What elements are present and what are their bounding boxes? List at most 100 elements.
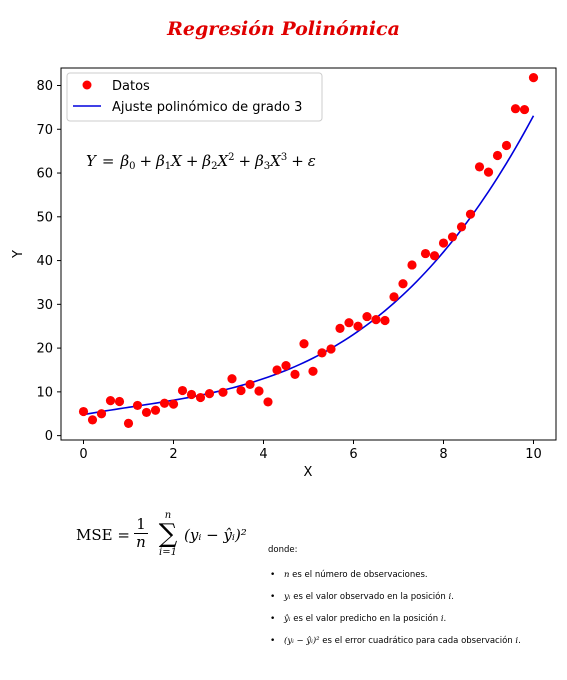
data-point [492, 150, 503, 161]
definitions-list: n es el número de observaciones.yᵢ es el… [270, 568, 521, 656]
y-tick-label: 80 [36, 79, 53, 94]
x-tick-label: 6 [349, 447, 357, 462]
data-point [254, 386, 264, 396]
definition-tail: . [518, 636, 521, 646]
definition-symbol: ŷᵢ [284, 614, 291, 624]
definition-text: es el valor observado en la posición [290, 592, 449, 602]
y-tick-label: 40 [36, 254, 53, 269]
definition-item: n es el número de observaciones. [270, 568, 521, 590]
data-point [195, 392, 206, 403]
data-point [132, 400, 143, 411]
data-point [398, 279, 408, 289]
definition-index-symbol: i [448, 592, 452, 602]
data-point [389, 292, 399, 302]
definition-symbol: yᵢ [284, 592, 291, 602]
data-point [447, 232, 458, 242]
y-tick-label: 70 [36, 123, 53, 138]
data-point [528, 73, 539, 83]
x-tick-label: 8 [439, 447, 447, 462]
legend: Datos Ajuste polinómico de grado 3 [66, 72, 323, 122]
data-point [281, 361, 291, 371]
data-point [290, 369, 300, 379]
legend-label-datos: Datos [112, 79, 150, 94]
data-point [438, 238, 449, 248]
definition-index-symbol: i [440, 614, 444, 624]
y-tick-label: 50 [36, 210, 53, 225]
data-point [326, 344, 336, 354]
page-title: Regresión Polinómica [167, 18, 400, 40]
data-point [227, 374, 237, 384]
data-point [96, 409, 107, 419]
data-point [123, 418, 134, 428]
mse-summation: n ∑ i=1 [156, 510, 180, 558]
data-point [236, 385, 246, 396]
definition-symbol: n [284, 570, 290, 580]
data-point [510, 104, 521, 114]
legend-marker-datos [82, 80, 92, 90]
data-point [371, 315, 381, 325]
data-point [186, 389, 197, 400]
data-point [218, 387, 228, 397]
data-point [474, 162, 485, 172]
data-point [263, 397, 273, 407]
y-tick-label: 60 [36, 167, 53, 182]
data-point [429, 251, 440, 261]
y-tick-label: 0 [45, 429, 53, 444]
legend-label-fit: Ajuste polinómico de grado 3 [112, 100, 302, 115]
x-tick-label: 0 [79, 447, 87, 462]
y-axis-label: Y [11, 250, 26, 259]
mse-fraction: 1 n [134, 516, 148, 551]
y-tick-label: 10 [36, 385, 53, 400]
plot-border [60, 67, 557, 441]
sum-lower-limit: i=1 [159, 547, 177, 558]
data-point [519, 104, 530, 115]
mse-fraction-denominator: n [136, 533, 146, 551]
model-formula: Y = β0 + β1X + β2X2 + β3X3 + ε [86, 152, 316, 172]
definition-symbol: (yᵢ − ŷᵢ)² [284, 636, 320, 646]
data-point [168, 399, 179, 409]
x-tick-label: 2 [169, 447, 177, 462]
mse-lhs: MSE = [76, 526, 130, 544]
definition-item: ŷᵢ es el valor predicho en la posición i… [270, 612, 521, 634]
data-point [344, 318, 354, 328]
sum-upper-limit: n [164, 510, 172, 521]
data-point [317, 348, 327, 358]
data-point [177, 385, 188, 396]
definition-item: yᵢ es el valor observado en la posición … [270, 590, 521, 612]
x-tick-label: 4 [259, 447, 267, 462]
data-point [272, 365, 282, 375]
data-point [114, 396, 125, 407]
definitions-intro: donde: [268, 545, 298, 555]
definition-tail: . [451, 592, 454, 602]
data-point [420, 248, 431, 259]
y-tick-label: 30 [36, 298, 53, 313]
data-point [150, 405, 161, 415]
definition-text: es el error cuadrático para cada observa… [319, 636, 516, 646]
data-point [483, 167, 494, 177]
data-point [465, 209, 476, 219]
definition-tail: . [443, 614, 447, 624]
x-axis-label: X [304, 465, 313, 480]
data-point [362, 311, 372, 322]
data-point [87, 415, 98, 425]
mse-term: (yᵢ − ŷᵢ)² [184, 526, 247, 544]
data-point [105, 396, 116, 406]
data-point [245, 379, 255, 390]
data-point [204, 389, 215, 399]
mse-fraction-numerator: 1 [134, 516, 148, 534]
data-point [308, 366, 318, 376]
data-point [501, 140, 512, 151]
data-point [78, 406, 89, 417]
data-point [353, 321, 363, 331]
data-point [380, 315, 390, 326]
data-point [299, 339, 309, 349]
legend-box [66, 72, 323, 122]
data-point [407, 260, 417, 270]
fit-curve [83, 115, 535, 416]
data-point [159, 398, 170, 408]
definition-text: es el valor predicho en la posición [290, 614, 441, 624]
sigma-symbol: ∑ [158, 519, 178, 549]
definition-item: (yᵢ − ŷᵢ)² es el error cuadrático para c… [270, 634, 521, 656]
definition-text: es el número de observaciones. [289, 570, 428, 580]
data-point [456, 222, 467, 232]
